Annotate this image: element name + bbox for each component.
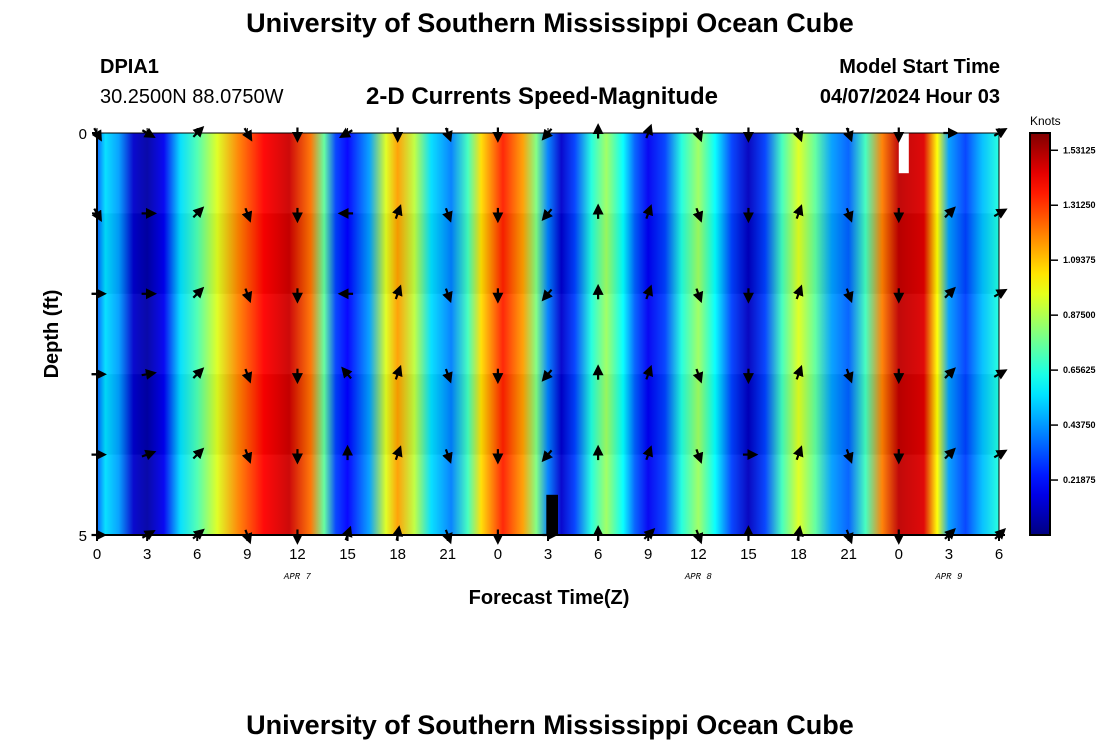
depth-band (97, 374, 999, 455)
x-tick-label: 12 (289, 546, 306, 563)
direction-arrow (442, 449, 453, 464)
colorbar-tick-label: 1.31250 (1063, 200, 1096, 210)
model-start-value: 04/07/2024 Hour 03 (819, 86, 1000, 108)
colorbar-tick-label: 0.43750 (1063, 420, 1096, 430)
direction-arrow (392, 445, 403, 461)
date-label: APR 9 (934, 572, 963, 582)
date-label: APR 7 (283, 572, 312, 582)
x-tick-label: 12 (690, 546, 707, 563)
colorbar-tick-label: 1.09375 (1063, 255, 1096, 265)
x-tick-label: 18 (790, 546, 807, 563)
y-axis-ticks: 05 (79, 126, 97, 545)
direction-arrow (692, 288, 704, 304)
direction-arrow (793, 364, 804, 380)
direction-arrow (541, 208, 553, 221)
direction-arrow (843, 207, 854, 223)
direction-arrow (192, 447, 205, 460)
x-tick-label: 18 (389, 546, 406, 563)
date-label: APR 8 (684, 572, 713, 582)
x-axis-ticks: 0 3 6 9 12 15 18 21 0 3 6 9 12 15 18 21 0 3 6 (93, 128, 1003, 563)
colorbar-tick-label: 0.87500 (1063, 310, 1096, 320)
x-axis-label: Forecast Time(Z) (469, 587, 630, 609)
direction-arrow (392, 284, 403, 300)
direction-arrow (192, 367, 205, 379)
colorbar-ticks: 0.21875 0.43750 0.65625 0.87500 1.09375 1.312… (1050, 145, 1096, 485)
page-title: University of Southern Mississippi Ocean… (246, 8, 854, 38)
station-coordinates: 30.2500N 88.0750W (100, 86, 284, 108)
speed-heatmap (97, 133, 999, 535)
plot-title: 2-D Currents Speed-Magnitude (366, 83, 719, 110)
direction-arrow (642, 364, 654, 380)
x-tick-label: 15 (740, 546, 757, 563)
direction-arrow (392, 204, 403, 219)
x-tick-label: 0 (93, 546, 101, 563)
direction-arrow (944, 206, 956, 219)
current-speed-chart: 0 3 6 9 12 15 18 21 0 3 6 9 12 15 18 21 0 3 6 05 APR 7 APR … (41, 114, 1096, 609)
direction-arrow (642, 445, 654, 461)
direction-arrow (541, 288, 553, 302)
direction-arrow (341, 366, 353, 380)
direction-arrow (541, 449, 553, 463)
x-tick-label: 9 (644, 546, 652, 563)
depth-band (97, 133, 999, 214)
direction-arrow (392, 364, 403, 380)
direction-arrow (241, 207, 253, 223)
direction-arrow (944, 447, 956, 460)
direction-arrow (793, 284, 804, 300)
model-start-label: Model Start Time (839, 56, 1000, 78)
direction-arrow (692, 449, 704, 464)
station-id: DPIA1 (100, 56, 159, 78)
direction-arrow (141, 449, 157, 461)
direction-arrow (642, 204, 654, 219)
depth-band-shading (97, 133, 999, 535)
colorbar-tick-label: 0.65625 (1063, 365, 1096, 375)
direction-arrow (843, 288, 854, 304)
direction-arrow (241, 449, 253, 464)
direction-arrow (692, 368, 704, 384)
depth-band (97, 213, 999, 294)
direction-arrow (642, 284, 654, 300)
direction-arrow (442, 288, 453, 304)
y-tick-label: 0 (79, 126, 87, 143)
direction-arrow (541, 369, 553, 382)
data-gap (546, 494, 559, 535)
y-tick-label: 5 (79, 528, 87, 545)
x-tick-label: 21 (439, 546, 456, 563)
x-tick-label: 6 (594, 546, 602, 563)
direction-arrow (944, 367, 956, 379)
direction-arrow (944, 286, 956, 299)
x-tick-label: 9 (243, 546, 251, 563)
direction-arrow (793, 204, 804, 219)
direction-arrow (442, 207, 453, 223)
direction-arrow (241, 288, 253, 304)
colorbar-tick-label: 0.21875 (1063, 475, 1096, 485)
direction-arrow (442, 368, 453, 384)
colorbar (1029, 132, 1051, 536)
colorbar-tick-label: 1.53125 (1063, 145, 1096, 155)
data-gaps (546, 133, 909, 535)
x-tick-label: 0 (494, 546, 502, 563)
x-tick-label: 3 (143, 546, 151, 563)
x-tick-label: 3 (544, 546, 552, 563)
footer-title: University of Southern Mississippi Ocean… (246, 710, 854, 740)
direction-arrow (141, 368, 157, 380)
colorbar-unit-label: Knots (1030, 114, 1061, 128)
direction-arrow (793, 445, 804, 461)
direction-arrow (192, 206, 205, 219)
x-tick-label: 6 (995, 546, 1003, 563)
direction-arrow (843, 449, 854, 464)
direction-arrow (241, 368, 253, 384)
data-gap (898, 133, 909, 174)
direction-arrow (192, 286, 205, 299)
depth-band (97, 293, 999, 375)
x-tick-label: 15 (339, 546, 356, 563)
direction-arrow (843, 368, 854, 384)
x-tick-label: 6 (193, 546, 201, 563)
date-labels: APR 7 APR 8 APR 9 (283, 572, 963, 582)
y-axis-label: Depth (ft) (41, 290, 63, 379)
direction-arrow (692, 207, 704, 223)
x-tick-label: 3 (945, 546, 953, 563)
x-tick-label: 21 (840, 546, 857, 563)
x-tick-label: 0 (895, 546, 903, 563)
